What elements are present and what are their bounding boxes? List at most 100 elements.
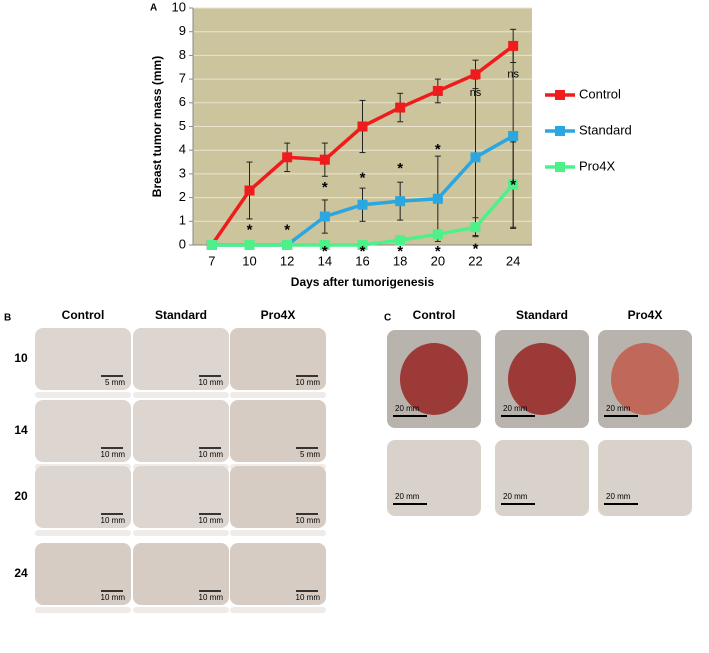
point [432, 229, 443, 240]
scale-label: 10 mm [101, 450, 126, 459]
point [244, 240, 255, 250]
y-tick-label: 4 [179, 142, 186, 157]
annotation: ns [470, 87, 482, 99]
point [319, 211, 330, 222]
point [319, 240, 330, 250]
annotation: * [435, 141, 441, 158]
legend-marker [555, 126, 565, 136]
panel-label: A [150, 3, 157, 14]
photo [133, 328, 229, 390]
annotation: * [360, 243, 366, 260]
point [395, 196, 406, 207]
photo [133, 466, 229, 528]
annotation: * [247, 222, 253, 239]
y-tick-label: 1 [179, 213, 186, 228]
scale-label: 5 mm [300, 450, 320, 459]
scale-label: 10 mm [199, 516, 224, 525]
y-tick-label: 8 [179, 47, 186, 62]
point [206, 240, 217, 250]
x-tick-label: 16 [355, 253, 369, 268]
scale-label: 5 mm [105, 378, 125, 387]
y-tick-label: 7 [179, 71, 186, 86]
photo [35, 328, 131, 390]
photo-reflection [133, 530, 229, 536]
photo [598, 440, 692, 516]
scale-label: 10 mm [101, 516, 126, 525]
photo-reflection [133, 607, 229, 613]
scale-label: 10 mm [199, 378, 224, 387]
legend-marker [555, 162, 565, 172]
point [319, 154, 330, 165]
tumor [400, 343, 468, 415]
photo-reflection [35, 530, 131, 536]
tumor [508, 343, 576, 415]
panel-label: C [384, 313, 391, 324]
point [432, 85, 443, 96]
scale-label: 10 mm [199, 450, 224, 459]
x-tick-label: 12 [280, 253, 294, 268]
x-tick-label: 10 [242, 253, 256, 268]
legend-label: Pro4X [579, 158, 615, 173]
point [470, 222, 481, 233]
annotation: * [284, 222, 290, 239]
scale-label: 20 mm [606, 492, 631, 501]
annotation: * [473, 241, 479, 258]
x-tick-label: 24 [506, 253, 520, 268]
panel-label: B [4, 313, 11, 324]
photo [495, 440, 589, 516]
photo-reflection [35, 392, 131, 398]
scale-label: 10 mm [296, 378, 321, 387]
photo-reflection [230, 392, 326, 398]
photo [35, 466, 131, 528]
point [357, 121, 368, 132]
legend-label: Standard [579, 122, 632, 137]
point [508, 179, 519, 190]
tumor [611, 343, 679, 415]
scale-label: 10 mm [296, 593, 321, 602]
annotation: * [510, 177, 516, 194]
photo [230, 543, 326, 605]
column-header: Control [413, 308, 456, 322]
scale-label: 10 mm [101, 593, 126, 602]
annotation: * [397, 243, 403, 260]
annotation: * [360, 170, 366, 187]
y-tick-label: 0 [179, 236, 186, 251]
photo [35, 543, 131, 605]
annotation: * [397, 160, 403, 177]
photo-reflection [35, 607, 131, 613]
point [395, 235, 406, 246]
annotation: * [322, 243, 328, 260]
x-tick-label: 14 [318, 253, 332, 268]
y-tick-label: 6 [179, 94, 186, 109]
annotation: * [322, 179, 328, 196]
point [470, 69, 481, 80]
y-tick-label: 10 [172, 0, 186, 14]
point [357, 240, 368, 250]
point [244, 185, 255, 196]
scale-label: 20 mm [503, 404, 528, 413]
y-tick-label: 2 [179, 189, 186, 204]
x-tick-label: 22 [468, 253, 482, 268]
annotation: * [435, 243, 441, 260]
legend-label: Control [579, 86, 621, 101]
x-axis-title: Days after tumorigenesis [291, 275, 435, 289]
point [508, 40, 519, 51]
point [282, 240, 293, 250]
photo [387, 440, 481, 516]
photo-reflection [133, 392, 229, 398]
point [357, 199, 368, 210]
x-tick-label: 18 [393, 253, 407, 268]
row-label: 20 [14, 489, 28, 503]
photo [230, 466, 326, 528]
y-axis-title: Breast tumor mass (mm) [150, 56, 164, 197]
column-header: Pro4X [261, 308, 296, 322]
point [395, 102, 406, 113]
photo [35, 400, 131, 462]
row-label: 14 [14, 423, 28, 437]
photo [133, 400, 229, 462]
legend-marker [555, 90, 565, 100]
scale-label: 20 mm [395, 404, 420, 413]
column-header: Standard [516, 308, 568, 322]
point [470, 152, 481, 163]
